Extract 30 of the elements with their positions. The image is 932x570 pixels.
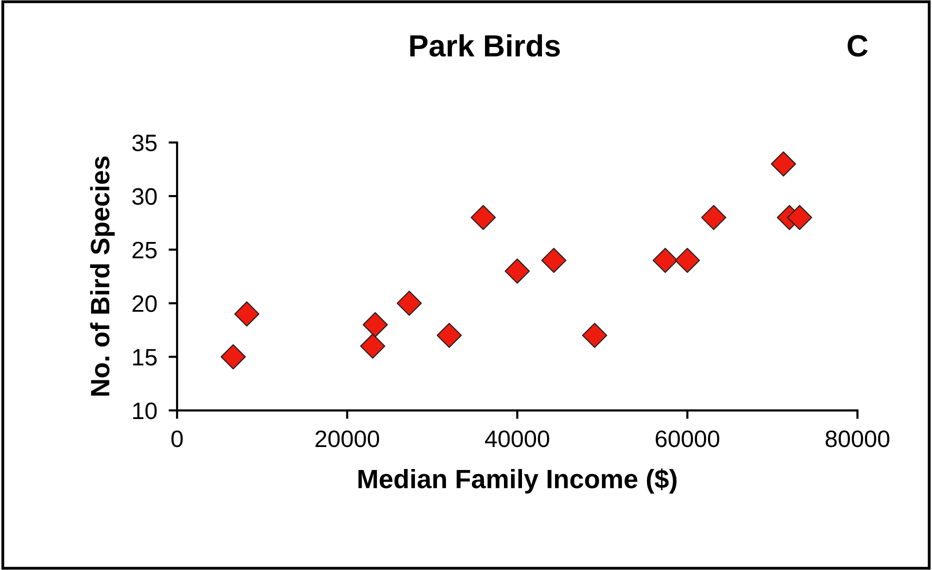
- x-axis-title: Median Family Income ($): [358, 468, 677, 494]
- y-tick-label: 15: [133, 349, 157, 366]
- y-axis-title: No. of Bird Species: [90, 156, 115, 396]
- point: [396, 290, 422, 316]
- x-tick-label: 20000: [316, 430, 380, 448]
- x-tick-label: 40000: [484, 430, 550, 448]
- y-tick-label: 25: [132, 242, 157, 258]
- point: [360, 334, 386, 359]
- point: [787, 204, 812, 230]
- point: [770, 151, 796, 177]
- point: [234, 301, 260, 327]
- chart-title: Park Birds: [410, 34, 560, 57]
- x-tick-label: 80000: [826, 430, 890, 448]
- x-tick-label: 60000: [656, 430, 720, 448]
- point: [674, 248, 700, 273]
- point: [504, 258, 530, 284]
- y-tick-label: 30: [132, 188, 157, 205]
- point: [362, 312, 388, 338]
- point: [436, 322, 462, 348]
- point: [470, 204, 496, 230]
- point: [582, 322, 608, 348]
- y-tick-label: 35: [132, 134, 157, 152]
- y-tick-label: 20: [132, 295, 157, 312]
- point: [652, 248, 678, 273]
- point: [541, 248, 566, 273]
- point: [701, 204, 726, 230]
- x-tick-label: 0: [171, 430, 183, 448]
- text: C: [848, 35, 868, 57]
- y-tick-label: 10: [133, 402, 157, 420]
- point: [220, 344, 246, 370]
